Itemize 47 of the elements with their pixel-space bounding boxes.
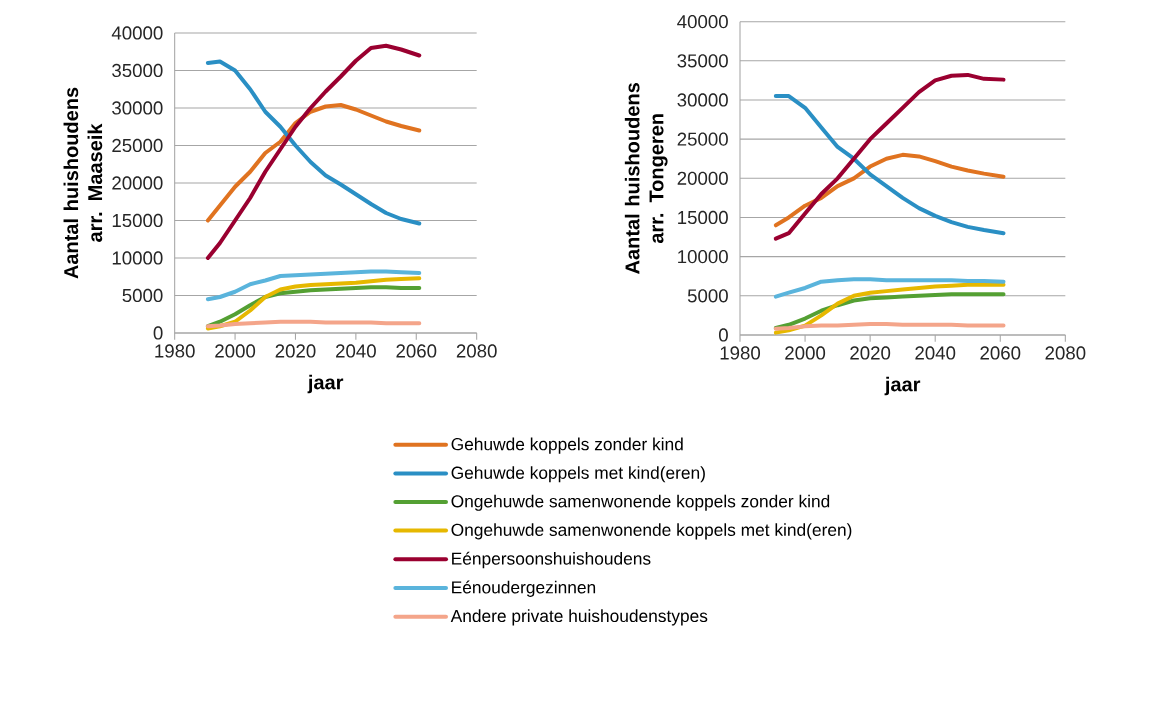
x-tick-label: 2000: [215, 344, 256, 358]
y-tick-label: 15000: [112, 213, 163, 228]
y-tick-label: 25000: [677, 132, 728, 146]
line-series: [205, 59, 422, 226]
legend-label: Andere private huishoudenstypes: [450, 609, 708, 626]
y-tick-label: 5000: [122, 288, 163, 303]
legend-label: Eénpersoonshuishoudens: [452, 551, 651, 569]
y-tick-label: 0: [718, 328, 728, 342]
legend-label: Ongehuwde samenwonende koppels met kind(eren): [451, 523, 852, 540]
line-series: [205, 43, 422, 260]
y-tick-label: 25000: [112, 138, 163, 153]
x-axis-title: jaar: [307, 374, 344, 394]
x-tick-label: 2060: [396, 344, 437, 358]
y-tick-label: 15000: [678, 210, 728, 225]
y-tick-label: 5000: [687, 289, 728, 303]
y-tick-label: 40000: [677, 15, 728, 29]
y-tick-label: 35000: [677, 54, 728, 68]
y-axis-title: Aantal huishoudens arr. Maaseik: [63, 87, 103, 279]
x-tick-label: 1980: [720, 346, 761, 360]
y-axis-title: Aantal huishoudens arr. Tongeren: [624, 83, 668, 274]
y-tick-label: 35000: [112, 63, 163, 78]
legend-label: Gehuwde koppels met kind(eren): [451, 466, 705, 483]
y-tick-label: 30000: [677, 93, 728, 107]
y-tick-label: 10000: [678, 250, 728, 264]
x-tick-label: 2080: [1045, 346, 1086, 360]
x-tick-label: 2020: [850, 346, 891, 360]
x-tick-label: 1980: [155, 344, 195, 358]
x-tick-label: 2040: [915, 346, 956, 360]
line-series: [773, 72, 1006, 241]
x-tick-label: 2080: [456, 344, 497, 358]
line-series: [205, 269, 422, 302]
y-tick-label: 10000: [112, 251, 163, 265]
line-series: [773, 94, 1006, 236]
x-tick-label: 2000: [785, 346, 826, 360]
x-tick-label: 2060: [980, 346, 1021, 360]
legend-label: Eénoudergezinnen: [452, 580, 596, 597]
legend-label: Gehuwde koppels zonder kind: [451, 437, 683, 454]
legend-label: Ongehuwde samenwonende koppels zonder kind: [451, 494, 830, 511]
line-series: [773, 152, 1006, 228]
y-tick-label: 0: [153, 326, 163, 340]
y-tick-label: 30000: [112, 101, 163, 115]
x-axis-title: jaar: [884, 376, 921, 396]
y-tick-label: 40000: [111, 26, 163, 40]
x-tick-label: 2020: [275, 344, 316, 358]
y-tick-label: 20000: [677, 171, 728, 185]
x-tick-label: 2040: [336, 344, 376, 358]
y-tick-label: 20000: [112, 176, 163, 190]
